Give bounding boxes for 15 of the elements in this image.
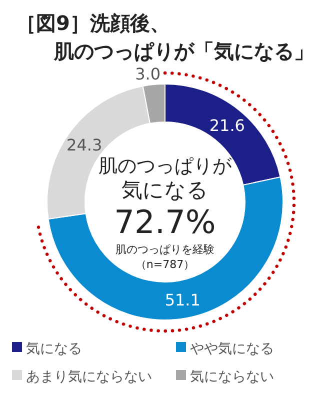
legend-label: あまり気にならない — [26, 369, 152, 385]
data-label: 21.6 — [209, 116, 245, 135]
text: 肌のつっぱりを経験 — [116, 243, 214, 256]
legend-label: やや気になる — [190, 341, 274, 357]
text: （n=787） — [135, 258, 195, 271]
text: 72.7% — [114, 203, 216, 241]
data-label: 51.1 — [164, 290, 200, 310]
text: 肌のつっぱりが — [98, 155, 232, 177]
text: 気になる — [122, 178, 208, 202]
chart-title: ［図9］洗顔後、 — [16, 11, 170, 35]
legend-label: 気にならない — [190, 369, 274, 385]
legend-label: 気になる — [26, 341, 82, 357]
chart-subtitle: 肌のつっぱりが「気になる」 — [53, 39, 314, 63]
data-label: 24.3 — [66, 136, 102, 155]
data-label: 3.0 — [135, 64, 161, 84]
